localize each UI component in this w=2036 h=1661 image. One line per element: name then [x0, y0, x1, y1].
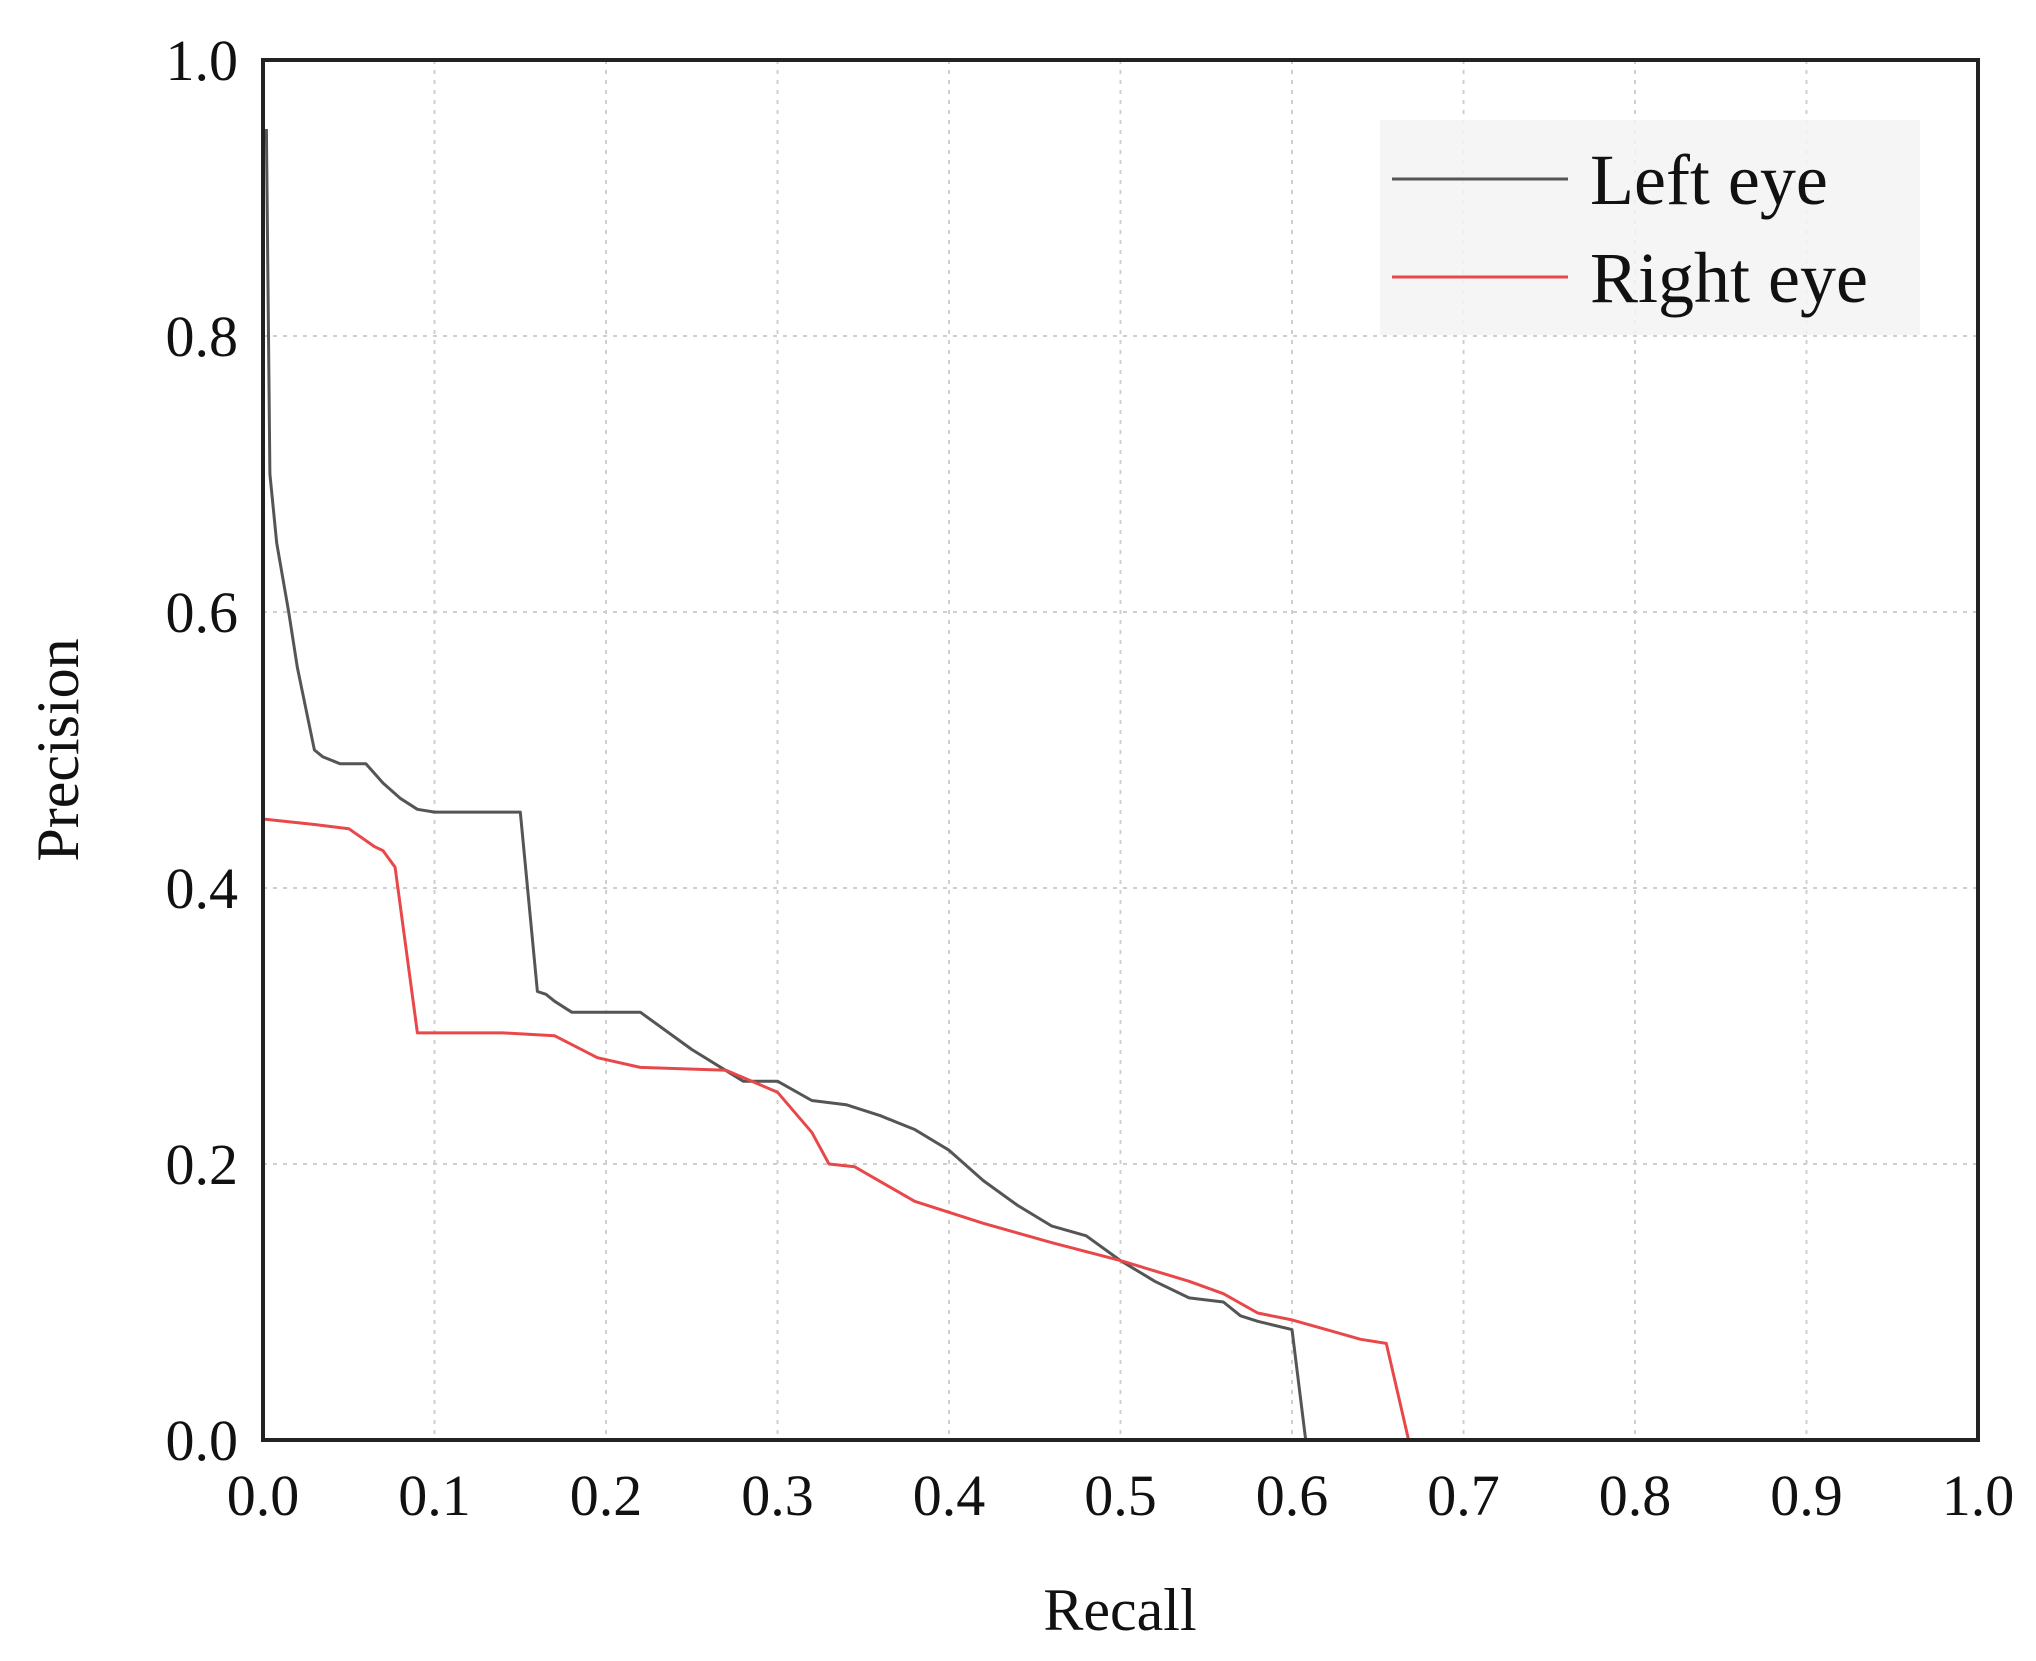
y-tick-label: 0.6 — [166, 580, 239, 645]
y-tick-label: 0.8 — [166, 304, 239, 369]
plot-frame — [261, 58, 1980, 1442]
y-tick-label: 0.0 — [166, 1408, 239, 1473]
x-tick-label: 0.6 — [1256, 1463, 1329, 1528]
x-tick-label: 0.2 — [570, 1463, 643, 1528]
y-tick-label: 1.0 — [166, 28, 239, 93]
x-tick-label: 0.1 — [398, 1463, 471, 1528]
legend-box — [1380, 120, 1920, 335]
series-line-right-eye — [262, 817, 1411, 1441]
x-tick-label: 0.9 — [1770, 1463, 1843, 1528]
x-tick-label: 1.0 — [1942, 1463, 2015, 1528]
series-line-left-eye — [264, 128, 1308, 1441]
x-tick-label: 0.4 — [913, 1463, 986, 1528]
x-tick-label: 0.3 — [741, 1463, 814, 1528]
series-layer — [262, 128, 1411, 1441]
legend-label-right-eye: Right eye — [1590, 238, 1868, 318]
y-tick-label: 0.4 — [166, 856, 239, 921]
y-tick-label: 0.2 — [166, 1132, 239, 1197]
x-tick-label: 0.8 — [1599, 1463, 1672, 1528]
y-axis-title: Precision — [25, 638, 91, 861]
x-tick-label: 0.7 — [1427, 1463, 1500, 1528]
legend: Left eye Right eye — [1380, 120, 1920, 335]
x-tick-label: 0.0 — [227, 1463, 300, 1528]
legend-label-left-eye: Left eye — [1590, 140, 1828, 220]
x-tick-label: 0.5 — [1084, 1463, 1157, 1528]
x-axis-title: Recall — [1043, 1577, 1196, 1643]
tick-layer: 0.0 0.1 0.2 0.3 0.4 0.5 0.6 0.7 0.8 0.9 1.0 0.0 0.2 0… — [166, 28, 2015, 1528]
